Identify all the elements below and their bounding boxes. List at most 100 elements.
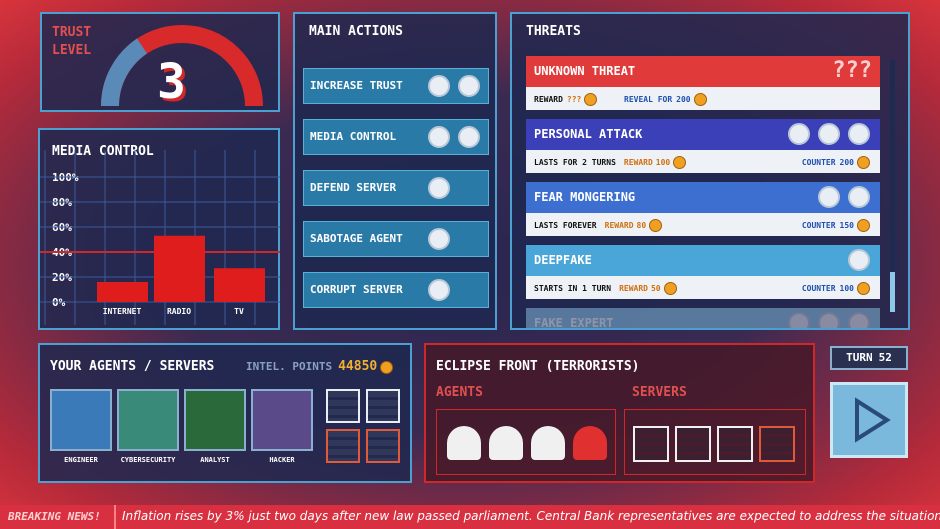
trust-value: 3 — [157, 54, 186, 110]
news-sep — [114, 505, 116, 529]
trust-panel: TRUST LEVEL 3 — [40, 12, 280, 112]
coin-icon — [663, 282, 677, 295]
reward-value: 100 — [655, 158, 671, 167]
threat-card[interactable]: DEEPFAKE STARTS IN 1 TURN REWARD 50 COUNTER 1… — [526, 245, 880, 299]
threat-name: DEEPFAKE — [534, 253, 592, 267]
enemy-server-icon — [675, 426, 711, 462]
counter-slot[interactable] — [848, 186, 870, 208]
server-icon — [366, 389, 400, 423]
threat-info: REWARD??? REVEAL FOR 200 — [526, 87, 880, 110]
action-slot[interactable] — [428, 126, 450, 148]
points-value: 44850 — [338, 359, 378, 374]
threat-info-left: REWARD??? — [534, 93, 598, 106]
threat-info-left: LASTS FOREVER REWARD 80 — [534, 219, 663, 232]
points-label: INTEL. POINTS — [246, 360, 333, 373]
action-label: MEDIA CONTROL — [310, 130, 397, 143]
threat-info: STARTS IN 1 TURN REWARD 50 COUNTER 100 — [526, 276, 880, 299]
actions-title: MAIN ACTIONS — [309, 24, 403, 39]
threats-title: THREATS — [526, 24, 581, 39]
action-button[interactable]: MEDIA CONTROL — [303, 119, 489, 155]
counter-slot[interactable] — [848, 249, 870, 271]
threat-name: UNKNOWN THREAT — [534, 64, 636, 78]
media-title: MEDIA CONTROL — [52, 144, 154, 159]
action-label: DEFEND SERVER — [310, 181, 397, 194]
action-slot[interactable] — [428, 177, 450, 199]
agent-name: ANALYST — [200, 456, 230, 464]
counter-slot[interactable] — [818, 186, 840, 208]
enemy-agent-icon — [489, 426, 523, 460]
counter-slot[interactable] — [788, 123, 810, 145]
coin-icon — [649, 219, 663, 232]
coin-icon — [584, 93, 598, 106]
reward-label: REWARD — [604, 221, 634, 230]
media-panel: MEDIA CONTROL 0% 20% 40% 60% 80% 100% INTERNET R… — [38, 128, 280, 330]
turn-label: TURN — [846, 351, 873, 364]
threat-info-right: COUNTER 200 — [802, 156, 870, 169]
counter-label: COUNTER — [801, 158, 836, 167]
coin-icon — [857, 156, 870, 169]
play-icon — [855, 397, 891, 443]
threat-header: UNKNOWN THREAT??? — [526, 56, 880, 87]
counter-value: 100 — [839, 284, 854, 293]
action-button[interactable]: SABOTAGE AGENT — [303, 221, 489, 257]
threat-card[interactable]: FEAR MONGERING LASTS FOREVER REWARD 80 COUNT… — [526, 182, 880, 236]
reward-value: 50 — [650, 284, 661, 293]
threat-badge: ??? — [832, 58, 872, 83]
counter-slot[interactable] — [818, 123, 840, 145]
coin-icon — [857, 282, 870, 295]
action-slot[interactable] — [458, 75, 480, 97]
enemy-server-icon — [633, 426, 669, 462]
threat-header: FAKE EXPERT — [526, 308, 880, 328]
news-text: Inflation rises by 3% just two days afte… — [122, 509, 940, 523]
agent-portrait[interactable] — [251, 389, 313, 451]
enemy-panel: ECLIPSE FRONT (TERRORISTS) AGENTS SERVERS — [424, 343, 815, 483]
counter-value: 150 — [839, 221, 854, 230]
action-label: SABOTAGE AGENT — [310, 232, 403, 245]
action-slot[interactable] — [458, 126, 480, 148]
coin-icon — [693, 93, 707, 106]
server-icon — [326, 429, 360, 463]
counter-slot[interactable] — [818, 312, 840, 328]
counter-slot[interactable] — [848, 123, 870, 145]
action-slot[interactable] — [428, 228, 450, 250]
enemy-agents-box — [436, 409, 616, 475]
counter-slot[interactable] — [788, 312, 810, 328]
agent-portrait[interactable] — [50, 389, 112, 451]
action-button[interactable]: DEFEND SERVER — [303, 170, 489, 206]
agent-portrait[interactable] — [184, 389, 246, 451]
action-slot[interactable] — [428, 279, 450, 301]
news-label: BREAKING NEWS! — [8, 510, 101, 523]
bar — [214, 268, 265, 302]
agent-portrait[interactable] — [117, 389, 179, 451]
bar — [154, 235, 205, 302]
play-button[interactable] — [830, 382, 908, 458]
action-button[interactable]: CORRUPT SERVER — [303, 272, 489, 308]
counter-label: REVEAL FOR — [624, 95, 673, 104]
enemy-servers-label: SERVERS — [632, 385, 687, 400]
threat-info-right: COUNTER 100 — [802, 282, 870, 295]
turn-value: 52 — [878, 351, 892, 364]
threat-name: PERSONAL ATTACK — [534, 127, 643, 141]
threat-name: FEAR MONGERING — [534, 190, 636, 204]
counter-label: COUNTER — [801, 221, 836, 230]
counter-label: COUNTER — [801, 284, 836, 293]
coin-icon — [380, 360, 394, 374]
counter-slot[interactable] — [848, 312, 870, 328]
threat-card[interactable]: UNKNOWN THREAT??? REWARD??? REVEAL FOR 200 — [526, 56, 880, 110]
threat-header: PERSONAL ATTACK — [526, 119, 880, 150]
enemy-servers-box — [624, 409, 806, 475]
actions-panel: MAIN ACTIONS INCREASE TRUST MEDIA CONTROL D… — [293, 12, 497, 330]
reward-value: 80 — [636, 221, 647, 230]
counter-value: 200 — [839, 158, 854, 167]
threat-card[interactable]: PERSONAL ATTACK LASTS FOR 2 TURNS REWARD 10… — [526, 119, 880, 173]
action-button[interactable]: INCREASE TRUST — [303, 68, 489, 104]
threat-header: FEAR MONGERING — [526, 182, 880, 213]
x-tick-label: INTERNET — [103, 307, 142, 316]
intel-points: INTEL. POINTS 44850 — [246, 359, 394, 374]
threat-info-right: REVEAL FOR 200 — [624, 93, 707, 106]
threat-info-left: LASTS FOR 2 TURNS REWARD 100 — [534, 156, 687, 169]
threat-card[interactable]: FAKE EXPERT — [526, 308, 880, 328]
action-slot[interactable] — [428, 75, 450, 97]
scroll-thumb — [890, 272, 895, 312]
agent-name: HACKER — [269, 456, 295, 464]
